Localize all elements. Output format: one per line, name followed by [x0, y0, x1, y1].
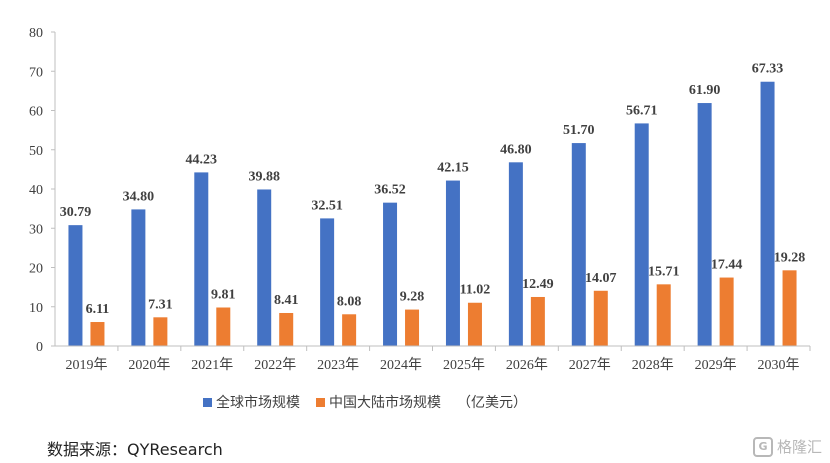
- x-tick-label: 2020年: [128, 357, 170, 373]
- data-label-china: 9.28: [400, 290, 425, 305]
- data-label-china: 19.28: [774, 250, 806, 265]
- data-label-global: 30.79: [60, 205, 92, 220]
- watermark: G 格隆汇: [752, 436, 822, 457]
- x-tick-label: 2026年: [506, 357, 548, 373]
- x-tick-label: 2019年: [65, 357, 107, 373]
- data-label-china: 12.49: [522, 277, 554, 292]
- y-tick-label: 60: [29, 105, 43, 120]
- bar-global: [697, 103, 712, 346]
- x-tick-label: 2023年: [317, 357, 359, 373]
- watermark-text: 格隆汇: [776, 438, 822, 456]
- data-label-global: 44.23: [186, 152, 218, 167]
- y-tick-label: 20: [29, 262, 43, 277]
- bar-china: [216, 307, 231, 346]
- bar-china: [90, 322, 105, 346]
- legend-label-global: 全球市场规模: [216, 395, 300, 411]
- x-tick-label: 2025年: [443, 357, 485, 373]
- data-label-global: 34.80: [123, 189, 155, 204]
- data-label-china: 8.08: [337, 294, 362, 309]
- x-tick-label: 2028年: [632, 357, 674, 373]
- x-tick-label: 2024年: [380, 357, 422, 373]
- y-tick-label: 10: [29, 301, 43, 316]
- y-tick-label: 40: [29, 183, 43, 198]
- data-label-global: 51.70: [563, 123, 595, 138]
- bar-china: [656, 284, 671, 346]
- x-tick-label: 2027年: [569, 357, 611, 373]
- bar-china: [342, 314, 357, 346]
- legend-swatch-china: [316, 397, 325, 407]
- bar-china: [467, 302, 482, 346]
- bar-global: [257, 189, 272, 346]
- data-label-china: 6.11: [86, 302, 110, 317]
- legend-swatch-global: [203, 397, 212, 407]
- legend-label-china: 中国大陆市场规模: [329, 395, 441, 411]
- bar-global: [445, 180, 460, 346]
- bar-china: [593, 290, 608, 346]
- bar-china: [719, 277, 734, 346]
- bar-global: [68, 225, 83, 346]
- y-tick-label: 30: [29, 222, 43, 237]
- bar-china: [405, 309, 420, 346]
- data-label-china: 9.81: [211, 287, 236, 302]
- legend-item-china: 中国大陆市场规模: [316, 392, 441, 412]
- bar-global: [383, 202, 398, 346]
- y-tick-label: 80: [29, 26, 43, 41]
- legend-item-global: 全球市场规模: [203, 392, 300, 412]
- legend: 全球市场规模 中国大陆市场规模 （亿美元）: [203, 392, 527, 412]
- y-tick-label: 50: [29, 144, 43, 159]
- x-tick-label: 2030年: [758, 357, 800, 373]
- data-label-china: 8.41: [274, 293, 299, 308]
- data-label-global: 46.80: [500, 142, 532, 157]
- x-axis: 2019年 2020年 2021年 2022年 2023年 2024年 2025年 2026年…: [55, 345, 811, 373]
- bar-global: [131, 209, 146, 346]
- x-tick-label: 2029年: [695, 357, 737, 373]
- bar-global: [634, 123, 649, 347]
- data-label-china: 17.44: [711, 258, 743, 273]
- unit-note: （亿美元）: [457, 395, 527, 411]
- x-tick-label: 2022年: [254, 357, 296, 373]
- data-label-global: 56.71: [626, 103, 658, 118]
- data-label-global: 36.52: [374, 183, 406, 198]
- bar-global: [571, 143, 586, 346]
- bar-global: [508, 162, 523, 346]
- data-label-global: 42.15: [437, 161, 469, 176]
- y-tick-label: 0: [36, 340, 43, 355]
- gelonghui-logo-icon: G: [752, 436, 773, 457]
- data-label-china: 14.07: [585, 271, 617, 286]
- x-tick-label: 2021年: [191, 357, 233, 373]
- data-label-global: 39.88: [248, 169, 280, 184]
- data-label-china: 15.71: [648, 264, 680, 279]
- bar-chart: 0 10 20 30 40 50 60 70 80 30.79 6.11 34.80 7.31 44.2…: [29, 26, 811, 373]
- y-axis: 0 10 20 30 40 50 60 70 80: [29, 26, 56, 355]
- data-label-global: 67.33: [752, 62, 784, 77]
- y-tick-label: 70: [29, 65, 43, 80]
- bar-china: [153, 317, 168, 346]
- bar-china: [279, 312, 294, 346]
- bar-china: [530, 296, 545, 346]
- data-label-global: 61.90: [689, 83, 721, 98]
- bar-global: [194, 172, 209, 346]
- data-label-china: 7.31: [148, 297, 173, 312]
- bar-global: [760, 81, 775, 347]
- bar-china: [782, 270, 797, 346]
- data-label-global: 32.51: [311, 198, 343, 213]
- data-label-china: 11.02: [460, 283, 491, 298]
- bar-global: [320, 218, 335, 346]
- data-source: 数据来源：QYResearch: [47, 440, 223, 459]
- bars: 30.79 6.11 34.80 7.31 44.23 9.81 39.88 8.41 32.5…: [60, 62, 806, 347]
